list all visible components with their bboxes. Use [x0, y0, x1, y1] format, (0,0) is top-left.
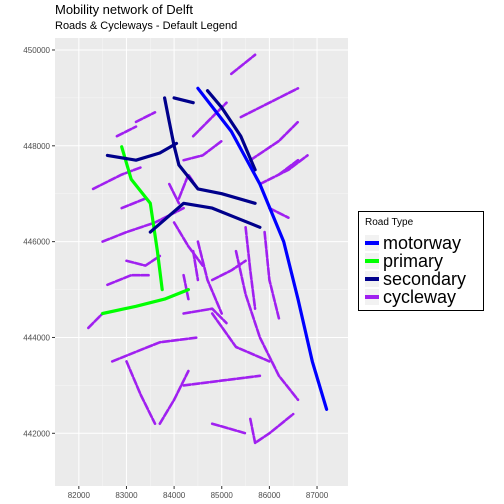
- x-tick-label: 82000: [68, 491, 91, 500]
- cycleway-line: [258, 154, 309, 186]
- legend-swatch: [365, 277, 379, 281]
- legend-label: secondary: [383, 269, 467, 289]
- legend-item-secondary: secondary: [365, 270, 466, 288]
- cycleway-line: [125, 360, 157, 426]
- cycleway-line: [158, 369, 190, 426]
- secondary-line: [163, 96, 257, 205]
- y-tick-label: 442000: [23, 429, 50, 438]
- cycleway-line: [239, 87, 300, 119]
- cycleway-line: [191, 249, 200, 282]
- legend-title: Road Type: [365, 217, 414, 228]
- legend-swatch: [365, 241, 379, 245]
- cycleway-line: [182, 139, 223, 162]
- cycleway-line: [172, 221, 204, 267]
- y-tick-label: 450000: [23, 46, 50, 55]
- cycleway-line: [210, 259, 247, 282]
- cycleway-line: [263, 230, 281, 320]
- cycleway-line: [87, 312, 104, 330]
- secondary-line: [172, 96, 195, 105]
- legend-item-primary: primary: [365, 252, 443, 270]
- x-axis: 82000 83000 84000 85000 86000 87000: [68, 486, 329, 500]
- legend-swatch: [365, 295, 379, 299]
- chart-title: Mobility network of Delft: [55, 2, 193, 17]
- secondary-line: [105, 141, 179, 162]
- cycleway-line: [210, 422, 247, 435]
- cycleway-line: [249, 412, 295, 445]
- x-tick-label: 83000: [115, 491, 138, 500]
- secondary-line: [148, 201, 262, 234]
- cycleway-line: [268, 206, 290, 219]
- cycleway-line: [234, 249, 300, 402]
- y-tick-label: 448000: [23, 142, 50, 151]
- x-tick-label: 87000: [306, 491, 329, 500]
- secondary-line: [205, 89, 257, 172]
- cycleway-line: [196, 240, 223, 315]
- legend-item-cycleway: cycleway: [365, 288, 456, 306]
- cycleway-line: [110, 336, 200, 363]
- legend-label: cycleway: [383, 287, 457, 307]
- cycleway-line: [182, 374, 262, 387]
- primary-line: [100, 288, 190, 316]
- legend: Road Type motorway primary secondary cyc…: [358, 211, 484, 311]
- cycleway-line: [244, 226, 257, 311]
- cycleway-line: [125, 254, 162, 267]
- y-axis: 442000 444000 446000 448000 450000: [23, 46, 55, 438]
- cycleway-line: [230, 53, 257, 76]
- grid-major: [55, 38, 348, 486]
- cycleway-line: [182, 273, 190, 301]
- cycleway-line: [182, 307, 228, 325]
- cycleway-line: [134, 111, 157, 124]
- cycleway-line: [91, 166, 143, 191]
- cycleway-line: [115, 125, 138, 138]
- x-tick-label: 86000: [258, 491, 281, 500]
- legend-key: [365, 253, 379, 269]
- legend-key: [365, 271, 379, 287]
- road-lines: [87, 53, 329, 445]
- y-tick-label: 446000: [23, 238, 50, 247]
- cycleway-line: [277, 158, 300, 176]
- primary-line: [120, 145, 164, 292]
- chart-subtitle: Roads & Cycleways - Default Legend: [55, 20, 238, 32]
- cycleway-line: [106, 273, 152, 287]
- legend-item-motorway: motorway: [365, 234, 461, 252]
- legend-key: [365, 289, 379, 305]
- legend-key: [365, 235, 379, 251]
- y-tick-label: 444000: [23, 333, 50, 342]
- legend-label: primary: [383, 251, 444, 271]
- x-tick-label: 84000: [163, 491, 186, 500]
- cycleway-line: [249, 120, 300, 162]
- motorway-line: [196, 86, 329, 411]
- cycleway-line: [210, 312, 271, 363]
- cycleway-line: [168, 182, 181, 205]
- legend-label: motorway: [383, 233, 462, 253]
- x-tick-label: 85000: [211, 491, 234, 500]
- legend-swatch: [365, 259, 379, 263]
- cycleway-line: [120, 197, 147, 210]
